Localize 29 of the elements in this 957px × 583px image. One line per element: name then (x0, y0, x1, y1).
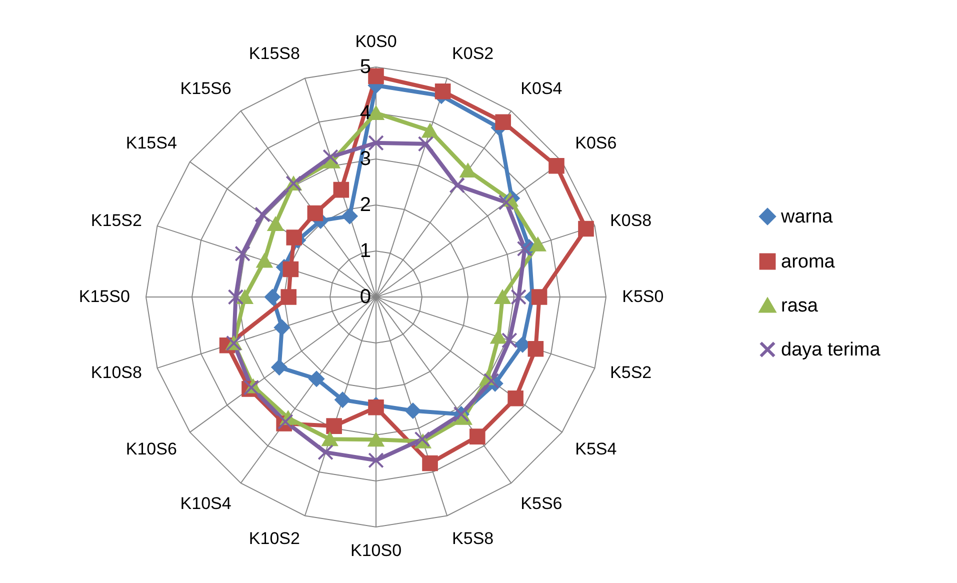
spoke-label: K5S0 (622, 287, 664, 306)
y-tick-label: 5 (360, 56, 371, 78)
spoke-label: K10S2 (248, 529, 300, 548)
spoke-label: K0S6 (575, 133, 617, 152)
spoke-label: K10S0 (350, 541, 402, 560)
spoke-label: K10S8 (90, 363, 142, 382)
y-tick-label: 4 (360, 102, 371, 124)
spoke-label: K5S4 (575, 440, 617, 459)
legend-label: daya terima (781, 340, 881, 360)
spoke-label: K0S4 (520, 78, 562, 98)
y-tick-label: 0 (360, 286, 371, 308)
spoke-label: K0S0 (355, 32, 397, 51)
spoke-label: K15S0 (78, 287, 130, 306)
spoke-label: K0S2 (452, 44, 494, 63)
spoke-label: K15S4 (126, 133, 177, 152)
legend-label: warna (780, 206, 834, 228)
spoke-label: K10S4 (180, 494, 232, 514)
spoke-label: K5S8 (452, 529, 494, 548)
spoke-label: K15S8 (248, 44, 300, 63)
y-tick-label: 2 (360, 194, 371, 216)
y-tick-label: 1 (360, 240, 371, 262)
spoke-label: K5S2 (610, 363, 652, 382)
spoke-label: K5S6 (520, 494, 562, 514)
legend-label: rasa (781, 296, 818, 316)
spoke-label: K15S6 (180, 78, 232, 98)
spoke-label: K0S8 (610, 210, 652, 230)
spoke-label: K15S2 (90, 210, 142, 230)
spoke-label: K10S6 (126, 440, 177, 459)
legend-label: aroma (781, 252, 836, 272)
